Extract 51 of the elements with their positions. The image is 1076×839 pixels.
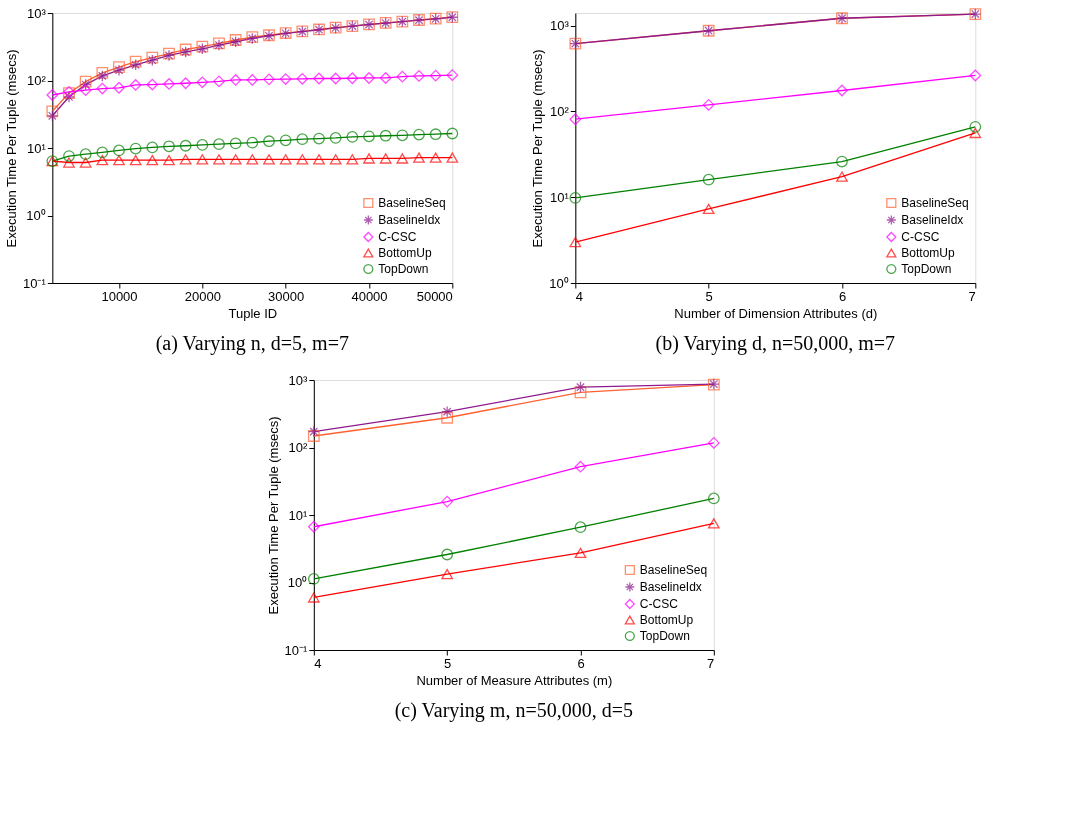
y-tick-label: 10⁰ bbox=[26, 208, 46, 223]
x-axis-title: Number of Measure Attributes (m) bbox=[416, 672, 613, 688]
text: (b) Varying d, n=50,000, m=7 bbox=[655, 332, 896, 355]
y-tick-label: 10² bbox=[27, 73, 47, 88]
x-axis-title: Number of Dimension Attributes (d) bbox=[674, 305, 878, 321]
x-tick-label: 40000 bbox=[351, 288, 388, 304]
text: (a) Varying n, d=5, m=7 bbox=[155, 332, 349, 355]
x-tick-label: 7 bbox=[968, 288, 976, 304]
legend-label: BaselineIdx bbox=[901, 213, 964, 227]
y-tick-label: 10⁻¹ bbox=[284, 642, 308, 658]
y-tick-label: 10¹ bbox=[27, 140, 47, 156]
legend-label: TopDown bbox=[639, 629, 690, 643]
legend-label: BottomUp bbox=[639, 613, 694, 627]
y-axis-title: Execution Time Per Tuple (msecs) bbox=[4, 49, 20, 248]
y-axis-title: Execution Time Per Tuple (msecs) bbox=[530, 49, 546, 248]
x-tick-label: 6 bbox=[838, 288, 847, 304]
legend-label: BaselineIdx bbox=[639, 580, 702, 594]
legend-label: C-CSC bbox=[901, 230, 940, 244]
x-tick-label: 10000 bbox=[101, 288, 138, 304]
y-axis-title: Execution Time Per Tuple (msecs) bbox=[265, 416, 281, 615]
legend-label: C-CSC bbox=[378, 230, 417, 244]
legend-label: BaselineIdx bbox=[378, 213, 441, 227]
y-tick-label: 10³ bbox=[288, 372, 308, 388]
x-tick-label: 4 bbox=[314, 655, 322, 671]
legend-label: BaselineSeq bbox=[901, 196, 969, 210]
x-tick-label: 6 bbox=[577, 655, 585, 671]
y-tick-label: 10¹ bbox=[288, 507, 308, 523]
legend-label: TopDown bbox=[378, 262, 429, 276]
text: (c) Varying m, n=50,000, d=5 bbox=[394, 699, 633, 722]
legend-label: TopDown bbox=[901, 262, 952, 276]
legend-label: BottomUp bbox=[378, 246, 433, 260]
legend-label: BaselineSeq bbox=[378, 196, 446, 210]
y-tick-label: 10¹ bbox=[550, 189, 570, 205]
legend-label: BottomUp bbox=[901, 246, 956, 260]
y-tick-label: 10² bbox=[550, 103, 570, 119]
x-tick-label: 20000 bbox=[184, 288, 221, 304]
legend-label: BaselineSeq bbox=[639, 563, 708, 577]
y-tick-label: 10⁰ bbox=[549, 275, 569, 291]
y-tick-label: 10³ bbox=[27, 5, 47, 21]
y-tick-label: 10² bbox=[288, 440, 308, 455]
x-tick-label: 7 bbox=[707, 655, 715, 671]
x-axis-title: Tuple ID bbox=[228, 305, 278, 321]
y-tick-label: 10³ bbox=[550, 18, 570, 34]
y-tick-label: 10⁰ bbox=[287, 575, 308, 590]
x-tick-label: 5 bbox=[444, 655, 452, 671]
x-tick-label: 50000 bbox=[416, 288, 453, 304]
y-tick-label: 10⁻¹ bbox=[23, 275, 47, 291]
legend-label: C-CSC bbox=[639, 597, 679, 611]
x-tick-label: 30000 bbox=[268, 288, 305, 304]
x-tick-label: 5 bbox=[705, 288, 713, 304]
x-tick-label: 4 bbox=[575, 288, 584, 304]
